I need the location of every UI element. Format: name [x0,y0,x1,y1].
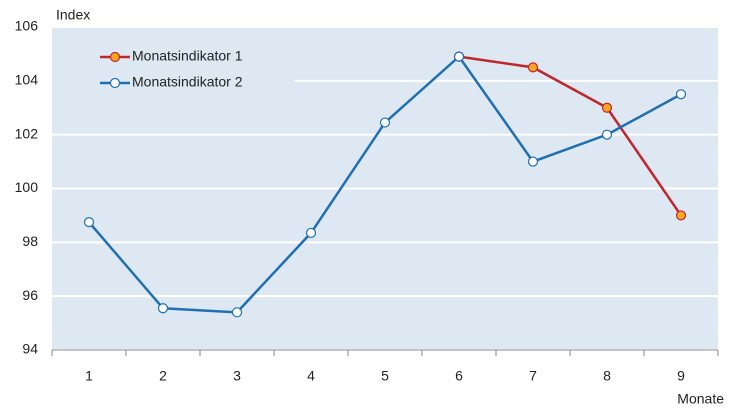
data-point [83,217,95,228]
y-tick-label: 98 [22,233,38,249]
data-point [601,102,613,113]
data-point [601,129,613,140]
data-point [675,210,687,221]
data-point [305,227,317,239]
x-tick-label: 3 [233,368,241,384]
y-tick-label: 94 [22,341,38,357]
y-tick-label: 106 [15,18,39,34]
x-tick-label: 8 [603,368,611,384]
data-point [675,89,687,100]
x-tick-label: 2 [159,368,167,384]
data-point [453,51,465,62]
y-tick-label: 102 [15,125,39,141]
y-tick-label: 100 [15,179,39,195]
data-point [157,303,169,314]
y-tick-label: 96 [22,287,38,303]
x-tick-label: 4 [307,368,315,384]
legend-label: Monatsindikator 1 [132,48,243,64]
legend-label: Monatsindikator 2 [132,74,243,90]
y-axis-label: Index [56,7,90,23]
data-point [231,307,243,318]
data-point [379,117,391,128]
x-tick-label: 7 [529,368,537,384]
data-point [527,62,539,73]
series-line [458,55,683,217]
data-point [527,156,539,167]
legend-box [52,41,295,100]
x-tick-label: 5 [381,368,389,384]
x-tick-label: 1 [85,368,93,384]
x-axis-label: Monate [677,391,724,407]
y-tick-label: 104 [15,72,39,88]
x-tick-label: 6 [455,368,463,384]
x-tick-label: 9 [677,368,685,384]
legend-marker [109,77,121,89]
legend-marker [109,51,121,63]
